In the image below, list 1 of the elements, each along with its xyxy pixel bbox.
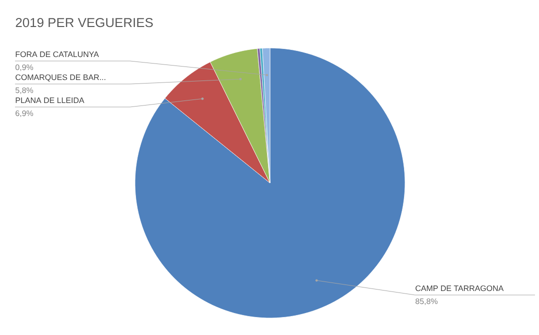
- chart-title: 2019 PER VEGUERIES: [16, 18, 153, 28]
